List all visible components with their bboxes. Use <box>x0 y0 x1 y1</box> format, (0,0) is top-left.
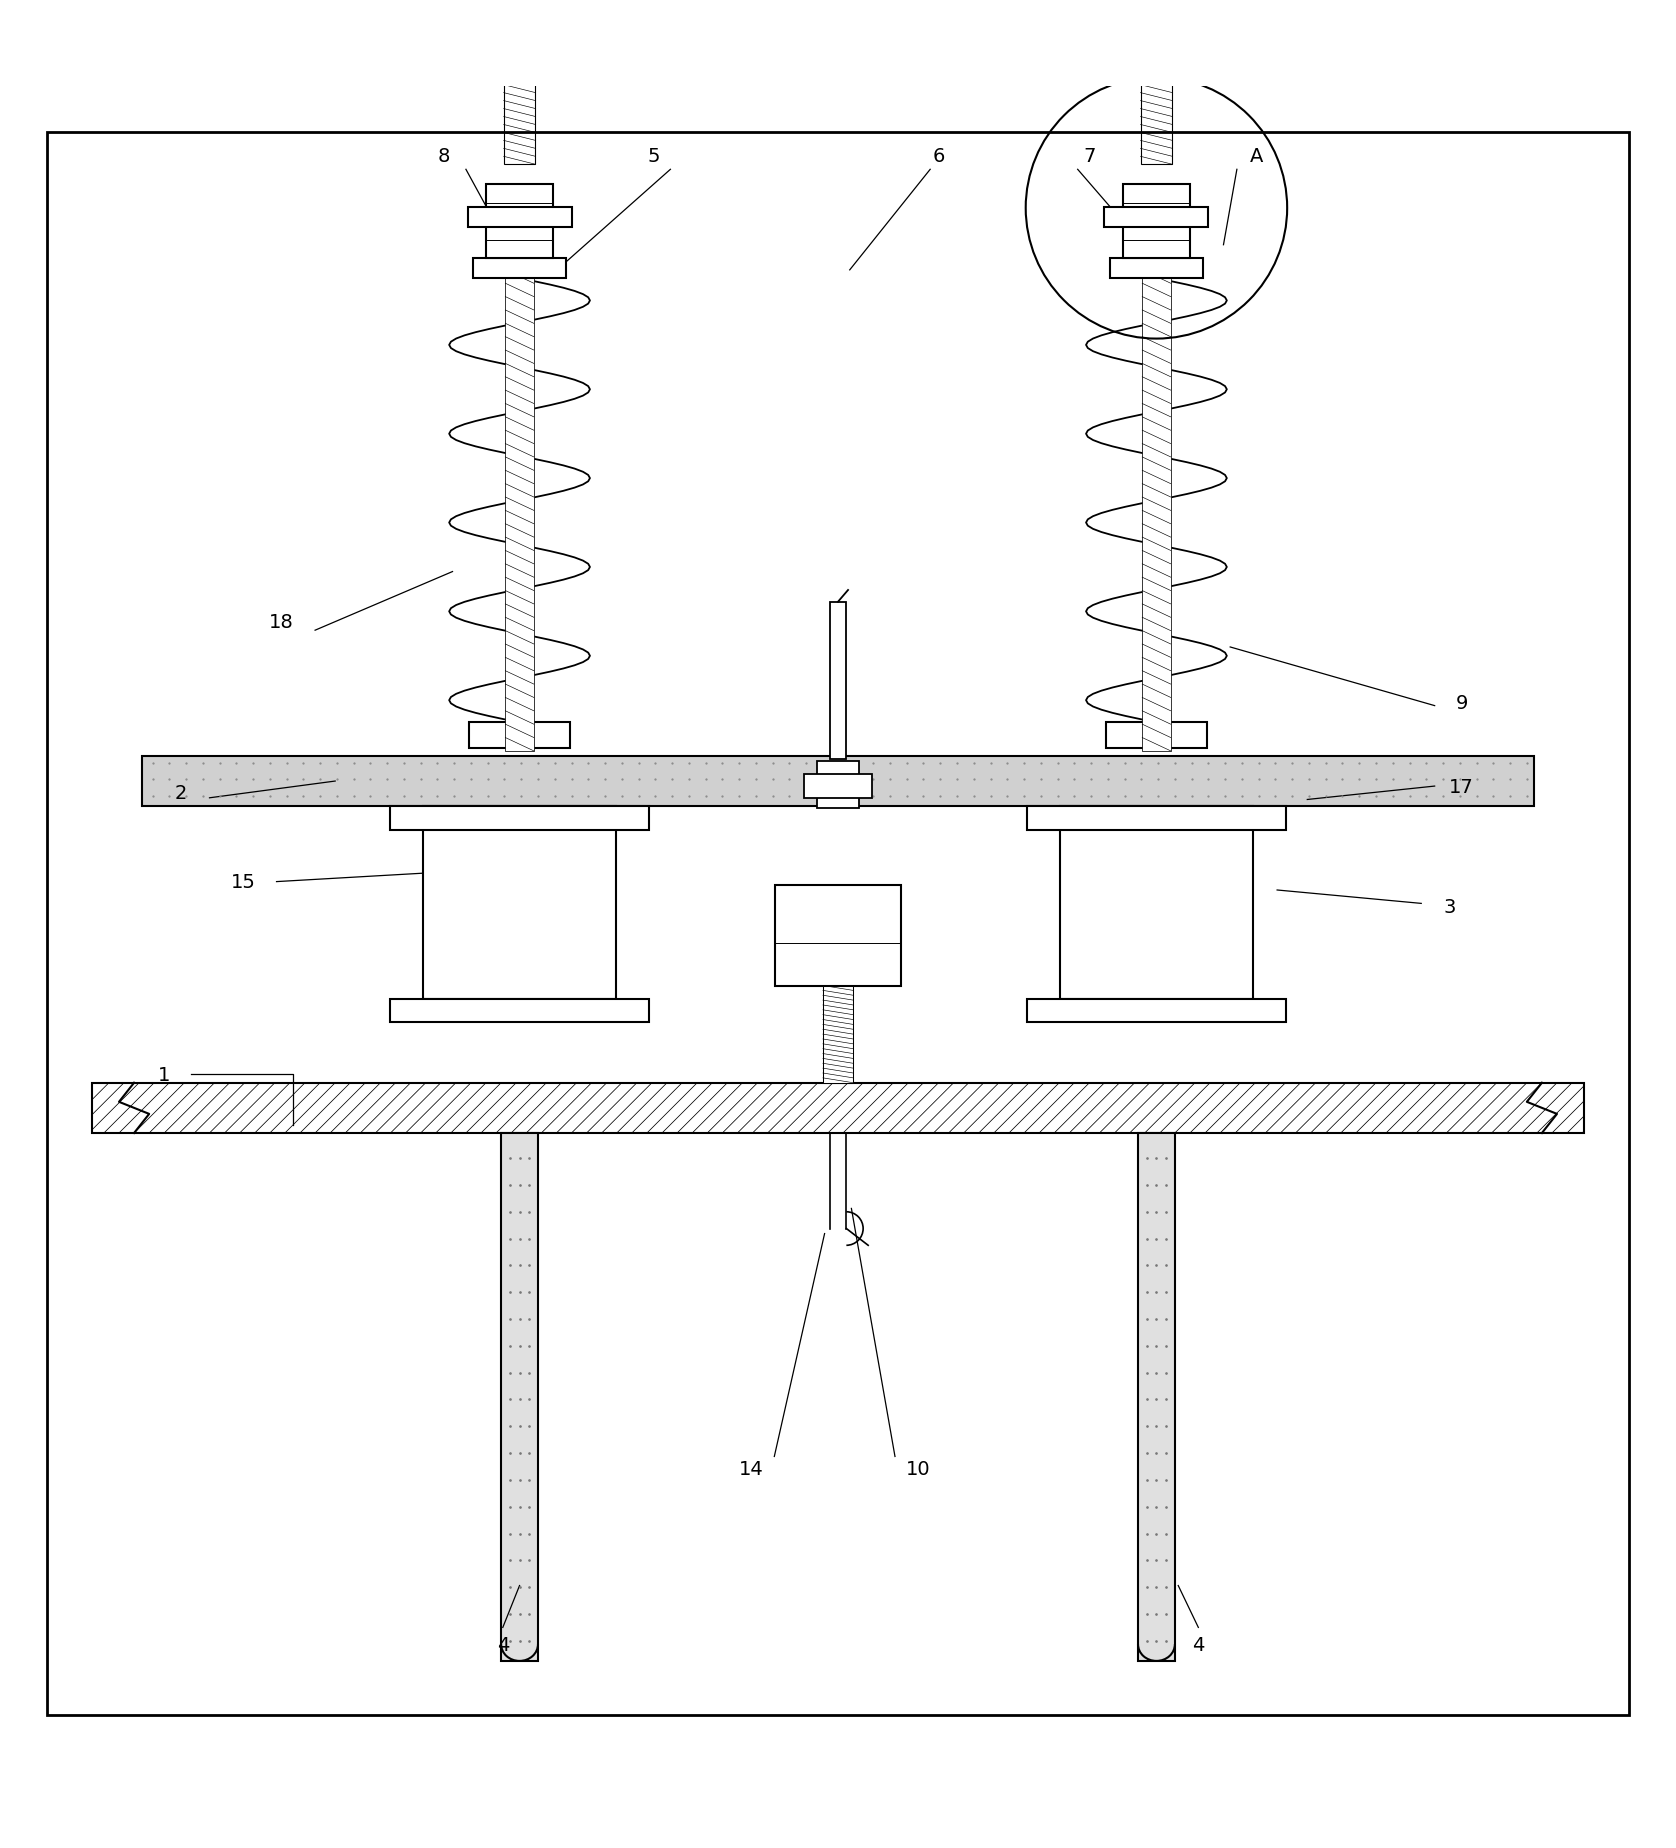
Text: 17: 17 <box>1450 778 1473 796</box>
Bar <box>818 761 858 808</box>
Bar <box>1110 259 1203 279</box>
Bar <box>468 207 572 227</box>
Text: 9: 9 <box>1455 693 1468 711</box>
Bar <box>1141 6 1173 164</box>
Text: 3: 3 <box>1443 898 1456 917</box>
Bar <box>422 808 617 1000</box>
Bar <box>503 6 536 164</box>
Bar <box>830 602 846 760</box>
Bar <box>1026 808 1285 830</box>
Text: 18: 18 <box>270 614 293 632</box>
Text: 2: 2 <box>174 784 188 802</box>
Bar <box>142 756 1534 808</box>
Bar <box>469 723 570 748</box>
Bar <box>1138 1133 1175 1661</box>
Bar <box>1106 723 1207 748</box>
Bar <box>1143 270 1170 752</box>
Text: 10: 10 <box>907 1458 930 1478</box>
Bar <box>1104 207 1208 227</box>
Text: 8: 8 <box>437 148 451 166</box>
Bar <box>501 1133 538 1661</box>
Text: 5: 5 <box>647 148 660 166</box>
Text: 6: 6 <box>932 148 945 166</box>
Bar <box>486 185 553 222</box>
Text: 4: 4 <box>496 1635 510 1654</box>
Bar <box>473 259 566 279</box>
Bar <box>774 885 902 987</box>
Bar <box>92 1083 1584 1133</box>
Bar <box>804 774 872 798</box>
Text: A: A <box>1250 148 1264 166</box>
Bar <box>1061 808 1254 1000</box>
Text: 4: 4 <box>1192 1635 1205 1654</box>
Bar <box>389 1000 649 1022</box>
Text: 14: 14 <box>739 1458 763 1478</box>
Bar <box>1123 222 1190 259</box>
Text: 15: 15 <box>231 872 255 891</box>
Bar <box>1123 185 1190 222</box>
Text: 7: 7 <box>1083 148 1096 166</box>
Bar <box>506 270 535 752</box>
Bar <box>823 987 853 1083</box>
Text: 1: 1 <box>158 1064 171 1085</box>
Bar <box>486 222 553 259</box>
Bar <box>1026 1000 1285 1022</box>
Bar <box>389 808 649 830</box>
